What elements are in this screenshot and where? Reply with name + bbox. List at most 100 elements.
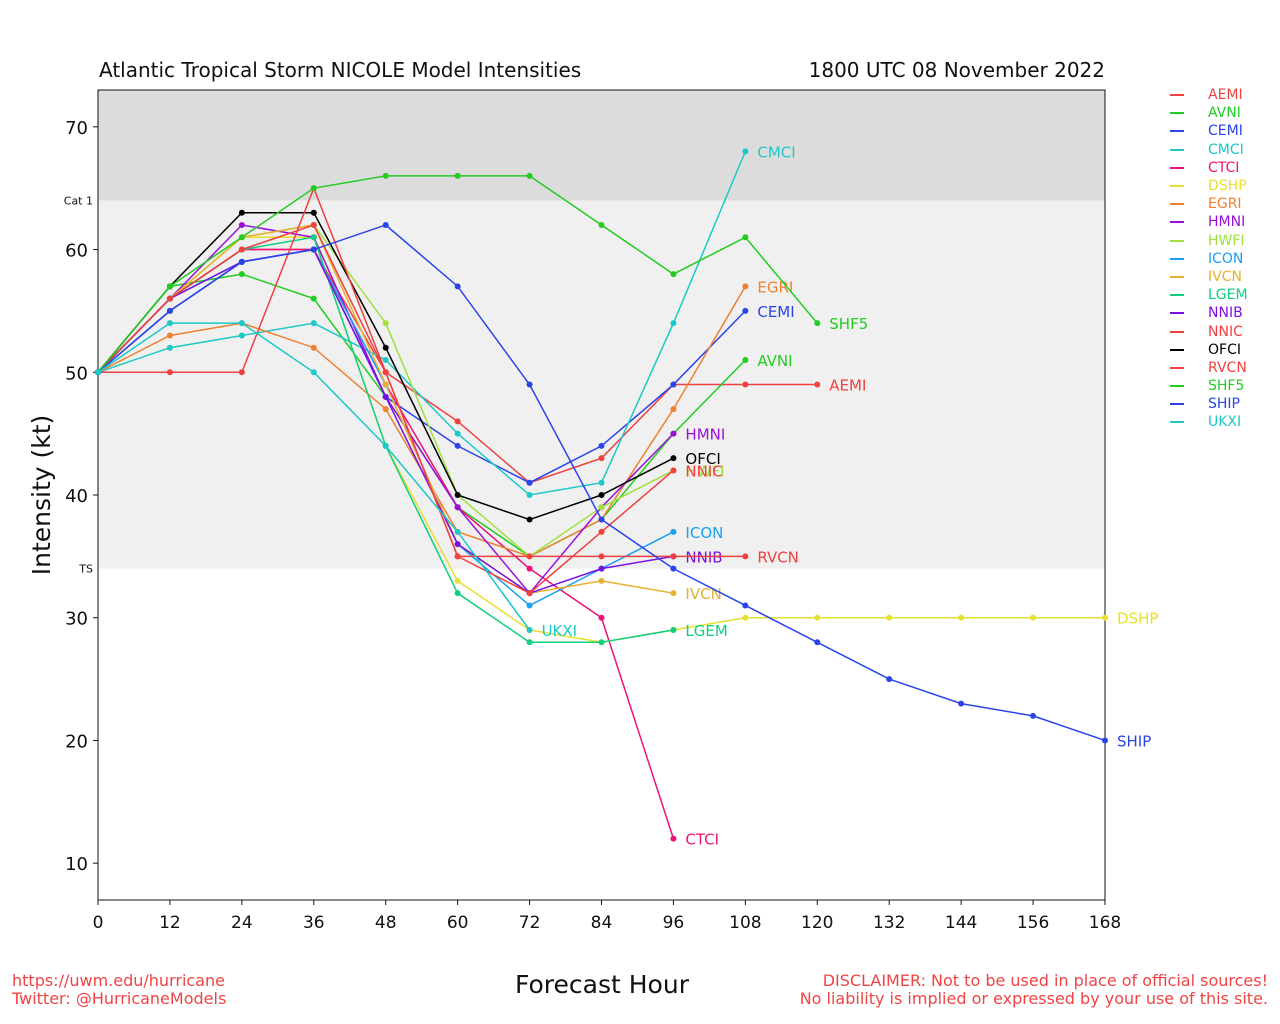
band-ts: [98, 200, 1105, 569]
data-point-hmni: [454, 504, 461, 511]
data-point-ukxi: [454, 528, 461, 535]
data-point-hwfi: [382, 320, 389, 327]
data-point-cmci: [454, 430, 461, 437]
end-label-rvcn: RVCN: [757, 548, 799, 566]
y-tick-label: 20: [65, 731, 88, 752]
legend-item-dshp: DSHP: [1170, 177, 1248, 195]
data-point-shf5: [238, 234, 245, 241]
x-axis-label: Forecast Hour: [515, 970, 689, 999]
data-point-ship: [166, 307, 173, 314]
data-point-cmci: [382, 357, 389, 363]
data-point-ship: [814, 639, 821, 646]
data-point-egri: [166, 332, 173, 339]
legend-label: OFCI: [1208, 341, 1241, 358]
legend-item-cemi: CEMI: [1170, 122, 1248, 140]
data-point-ukxi: [238, 320, 245, 327]
x-tick-label: 96: [663, 913, 685, 933]
data-point-shf5: [598, 222, 605, 228]
data-point-ship: [1102, 737, 1108, 744]
data-point-rvcn: [742, 553, 749, 560]
legend-item-nnic: NNIC: [1170, 322, 1248, 340]
legend-swatch: [1170, 348, 1184, 351]
legend-item-rvcn: RVCN: [1170, 359, 1248, 377]
series-line-rvcn: [98, 186, 746, 558]
data-point-ivcn: [382, 381, 389, 388]
band-label: TS: [78, 563, 93, 576]
legend-swatch: [1170, 385, 1184, 388]
legend-label: SHIP: [1208, 396, 1240, 413]
legend-swatch: [1170, 366, 1184, 369]
legend-item-nnib: NNIB: [1170, 304, 1248, 322]
end-label-aemi: AEMI: [829, 377, 866, 395]
x-tick-label: 108: [729, 913, 761, 933]
x-tick-label: 48: [375, 913, 397, 933]
legend-label: UKXI: [1208, 414, 1242, 431]
legend-swatch: [1170, 257, 1184, 260]
data-point-ship: [310, 246, 317, 253]
end-label-dshp: DSHP: [1117, 610, 1158, 628]
legend-item-ship: SHIP: [1170, 395, 1248, 413]
series-line-cmci: [97, 151, 747, 496]
data-point-hwfi: [598, 504, 605, 511]
data-point-ship: [526, 381, 533, 388]
data-point-ukxi: [310, 369, 317, 376]
band-label: Cat 1: [64, 194, 93, 207]
legend-swatch: [1170, 94, 1184, 97]
legend-label: IVCN: [1208, 268, 1242, 285]
legend-item-avni: AVNI: [1170, 104, 1248, 122]
legend-swatch: [1170, 130, 1184, 133]
footer-credits: https://uwm.edu/hurricane Twitter: @Hurr…: [12, 972, 226, 1008]
x-tick-label: 36: [303, 913, 325, 933]
footer-url-link[interactable]: https://uwm.edu/hurricane: [12, 971, 225, 990]
x-tick-label: 60: [447, 913, 469, 933]
data-point-ship: [1030, 712, 1037, 719]
legend-label: AEMI: [1208, 87, 1243, 104]
legend-swatch: [1170, 112, 1184, 115]
x-tick-label: 12: [159, 913, 181, 933]
end-label-nnic: NNIC: [685, 462, 722, 480]
data-point-egri: [670, 406, 677, 413]
data-point-nnic: [166, 295, 173, 302]
end-label-hmni: HMNI: [685, 426, 725, 444]
data-point-ship: [742, 602, 749, 609]
data-point-egri: [382, 406, 389, 413]
chart-datetime: 1800 UTC 08 November 2022: [808, 58, 1105, 82]
legend-swatch: [1170, 239, 1184, 242]
legend-label: HMNI: [1208, 214, 1246, 231]
data-point-rvcn: [166, 369, 173, 376]
end-label-cmci: CMCI: [757, 143, 795, 161]
footer-twitter-link[interactable]: Twitter: @HurricaneModels: [12, 989, 227, 1008]
end-label-ivcn: IVCN: [685, 585, 721, 603]
data-point-shf5: [742, 234, 749, 241]
legend-item-icon: ICON: [1170, 250, 1248, 268]
data-point-lgem: [598, 639, 605, 646]
data-point-shf5: [814, 320, 821, 327]
end-label-cemi: CEMI: [757, 303, 794, 321]
legend-label: SHF5: [1208, 378, 1245, 395]
legend-item-cmci: CMCI: [1170, 141, 1248, 159]
legend-swatch: [1170, 421, 1184, 424]
legend-swatch: [1170, 275, 1184, 278]
chart-title: Atlantic Tropical Storm NICOLE Model Int…: [99, 58, 582, 82]
data-point-dshp: [1030, 614, 1037, 621]
data-point-ship: [670, 565, 677, 572]
x-tick-label: 120: [801, 913, 833, 933]
legend-item-aemi: AEMI: [1170, 86, 1248, 104]
data-point-shf5: [526, 172, 533, 179]
legend-swatch: [1170, 330, 1184, 333]
data-point-ship: [886, 676, 893, 683]
disclaimer-line-1: DISCLAIMER: Not to be used in place of o…: [822, 971, 1268, 990]
y-tick-label: 30: [65, 609, 88, 630]
data-point-avni: [742, 357, 749, 363]
data-point-icon: [526, 602, 533, 609]
legend-item-hwfi: HWFI: [1170, 232, 1248, 250]
data-point-shf5: [166, 283, 173, 290]
x-tick-label: 144: [945, 913, 977, 933]
x-tick-label: 72: [519, 913, 541, 933]
data-point-nnic: [238, 246, 245, 253]
data-point-egri: [742, 283, 749, 290]
data-point-ukxi: [526, 627, 533, 633]
data-point-ivcn: [598, 577, 605, 584]
data-point-lgem: [670, 627, 677, 633]
